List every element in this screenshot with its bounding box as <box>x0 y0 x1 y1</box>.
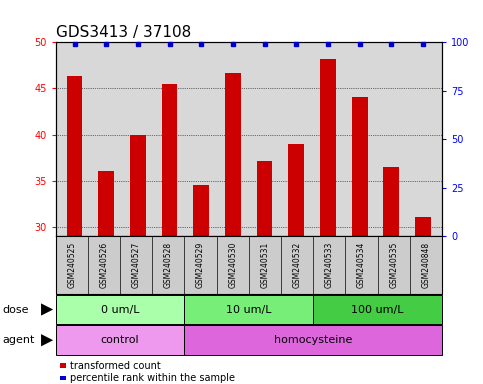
Text: agent: agent <box>2 335 35 345</box>
Text: control: control <box>100 335 139 345</box>
Text: 0 um/L: 0 um/L <box>100 305 139 314</box>
Text: GSM240531: GSM240531 <box>260 242 270 288</box>
Bar <box>256 161 272 236</box>
Bar <box>415 217 431 236</box>
Bar <box>99 170 114 236</box>
Bar <box>225 73 241 236</box>
Text: homocysteine: homocysteine <box>274 335 352 345</box>
Text: GSM240528: GSM240528 <box>164 242 173 288</box>
Text: GSM240530: GSM240530 <box>228 242 237 288</box>
Text: dose: dose <box>2 305 29 314</box>
Bar <box>320 59 336 236</box>
Text: GSM240527: GSM240527 <box>131 242 141 288</box>
Bar <box>130 134 146 236</box>
Text: GSM240525: GSM240525 <box>67 242 76 288</box>
Text: GSM240532: GSM240532 <box>293 242 301 288</box>
Bar <box>67 76 83 236</box>
Bar <box>288 144 304 236</box>
Bar <box>193 185 209 236</box>
Text: transformed count: transformed count <box>70 361 160 371</box>
Text: GSM240534: GSM240534 <box>357 242 366 288</box>
Text: GSM240533: GSM240533 <box>325 242 334 288</box>
Text: GSM240848: GSM240848 <box>421 242 430 288</box>
Bar <box>162 84 177 236</box>
Bar <box>384 167 399 236</box>
Text: 10 um/L: 10 um/L <box>226 305 271 314</box>
Text: GDS3413 / 37108: GDS3413 / 37108 <box>56 25 191 40</box>
Bar <box>352 97 368 236</box>
Text: GSM240529: GSM240529 <box>196 242 205 288</box>
Text: percentile rank within the sample: percentile rank within the sample <box>70 373 235 383</box>
Text: 100 um/L: 100 um/L <box>351 305 404 314</box>
Text: GSM240535: GSM240535 <box>389 242 398 288</box>
Text: GSM240526: GSM240526 <box>99 242 108 288</box>
